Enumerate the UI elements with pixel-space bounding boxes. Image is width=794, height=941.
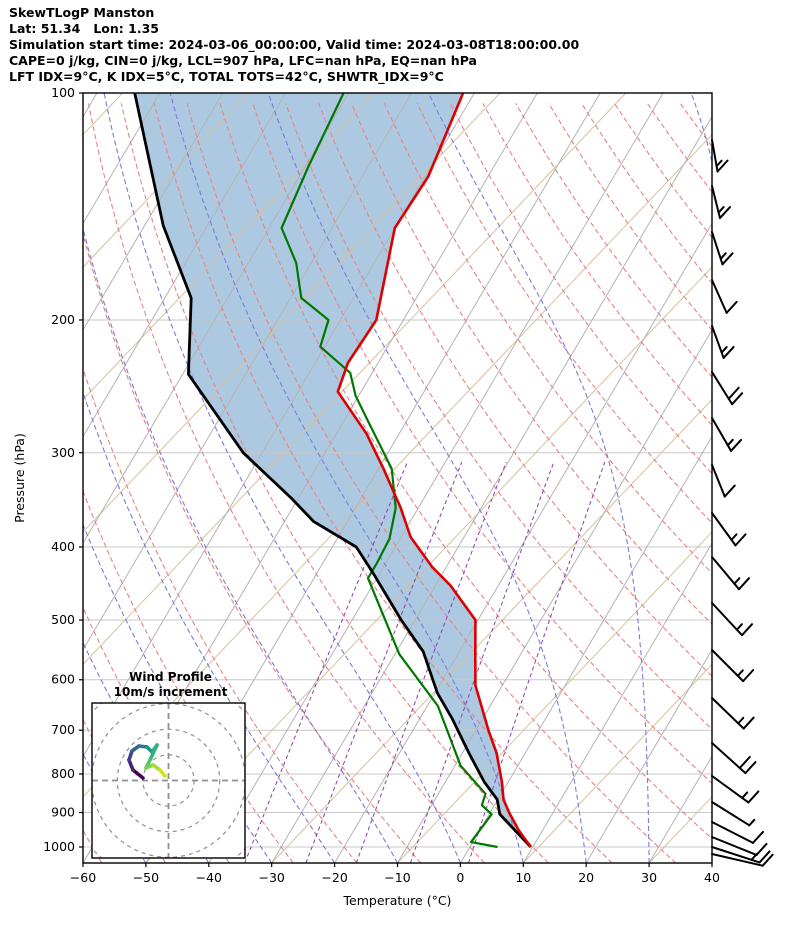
stability-indices-line: LFT IDX=9°C, K IDX=5°C, TOTAL TOTS=42°C,… [9, 69, 444, 84]
y-tick-label: 700 [51, 722, 75, 737]
x-tick-label: −20 [321, 870, 347, 885]
wind-barb [712, 603, 752, 635]
wind-barb [712, 802, 754, 825]
x-axis-label: Temperature (°C) [343, 893, 452, 908]
y-axis-label: Pressure (hPa) [12, 433, 27, 523]
x-tick-label: −50 [133, 870, 159, 885]
wind-barb [712, 698, 754, 729]
x-tick-label: −10 [384, 870, 410, 885]
wind-barb [712, 743, 755, 773]
wind-barb [712, 140, 728, 172]
y-tick-label: 400 [51, 539, 75, 554]
figure-title: SkewTLogP Manston [9, 5, 154, 20]
mixing-ratio-lines [245, 462, 605, 863]
wind-barb [712, 232, 733, 264]
y-tick-label: 100 [51, 85, 75, 100]
x-tick-label: 20 [578, 870, 594, 885]
wind-barb [712, 557, 749, 589]
wind-barb [712, 513, 746, 545]
simulation-time-line: Simulation start time: 2024-03-06_00:00:… [9, 37, 579, 52]
y-tick-label: 300 [51, 445, 75, 460]
y-axis-ticks: 100 200 300 400 500 600 700 800 900 1000 [43, 85, 83, 854]
wind-barb [712, 326, 734, 358]
x-tick-label: −60 [70, 870, 96, 885]
cape-indices-line: CAPE=0 j/kg, CIN=0 j/kg, LCL=907 hPa, LF… [9, 53, 477, 68]
wind-barb [712, 186, 730, 218]
wind-barb [712, 776, 758, 802]
inset-subtitle: 10m/s increment [114, 685, 228, 699]
y-tick-label: 200 [51, 312, 75, 327]
wind-barb [712, 854, 773, 866]
x-tick-label: −40 [196, 870, 222, 885]
inset-title: Wind Profile [129, 670, 212, 684]
wind-barb [712, 418, 741, 451]
x-tick-label: −30 [259, 870, 285, 885]
x-tick-label: 40 [704, 870, 720, 885]
wind-barb [712, 837, 767, 855]
x-tick-label: 10 [515, 870, 531, 885]
y-tick-label: 600 [51, 672, 75, 687]
wind-barb [712, 650, 753, 681]
y-tick-label: 500 [51, 612, 75, 627]
x-tick-label: 0 [456, 870, 464, 885]
x-axis-ticks: −60 −50 −40 −30 −20 −10 0 10 20 30 40 [70, 863, 720, 885]
wind-barb [712, 465, 735, 497]
y-tick-label: 800 [51, 766, 75, 781]
y-tick-label: 1000 [43, 839, 75, 854]
wind-barb [712, 372, 742, 404]
x-tick-label: 30 [641, 870, 657, 885]
wind-barbs [712, 140, 773, 866]
y-tick-label: 900 [51, 805, 75, 820]
wind-barb [712, 280, 737, 313]
latlon-line: Lat: 51.34 Lon: 1.35 [9, 21, 159, 36]
